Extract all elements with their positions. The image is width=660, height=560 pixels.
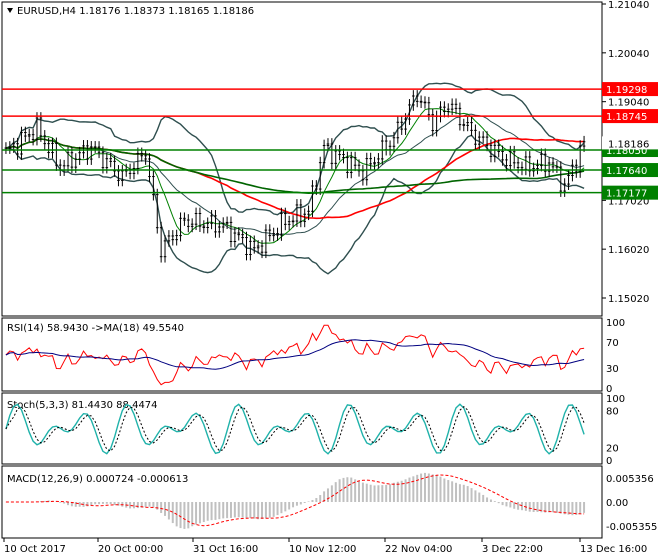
- stochastic-tick-label: 0: [606, 456, 612, 467]
- level-label: 1.18050: [606, 146, 647, 157]
- macd-signal-line: [5, 474, 585, 527]
- rsi-header: RSI(14) 58.9430 ->MA(18) 49.5540: [7, 323, 184, 334]
- rsi-tick-label: 0: [606, 384, 612, 395]
- stochastic-main-line: [5, 403, 585, 455]
- current-price-box: [602, 136, 658, 150]
- stochastic-tick-label: 20: [606, 444, 619, 455]
- stochastic-tick-label: 80: [606, 406, 619, 417]
- level-label-box: [602, 109, 658, 124]
- level-label: 1.18745: [606, 112, 647, 123]
- time-tick-label: 31 Oct 16:00: [193, 544, 258, 555]
- time-tick-label: 10 Nov 12:00: [289, 544, 356, 555]
- time-tick-label: 20 Oct 00:00: [98, 544, 163, 555]
- level-label: 1.17640: [606, 166, 647, 177]
- time-axis: 10 Oct 2017 20 Oct 00:00 31 Oct 16:00 10 No…: [3, 538, 647, 555]
- macd-pane[interactable]: MACD(12,26,9) 0.000724 -0.000613: [1, 465, 603, 539]
- macd-tick-label: 0.00: [606, 498, 628, 509]
- rsi-axis: 100 70 30 0: [606, 318, 625, 395]
- price-tick-label: 1.17020: [608, 196, 649, 207]
- stochastic-pane[interactable]: Stoch(5,3,3) 81.4430 88.4474: [1, 392, 603, 465]
- level-label-box: [602, 82, 658, 97]
- level-label: 1.17177: [606, 189, 647, 200]
- macd-header: MACD(12,26,9) 0.000724 -0.000613: [7, 474, 188, 485]
- current-price-label: 1.18186: [608, 139, 649, 150]
- macd-lines: [5, 472, 586, 529]
- level-label-box: [602, 185, 658, 200]
- macd-tick-label: 0.005356: [606, 474, 654, 485]
- rsi-ma-line: [5, 339, 585, 370]
- price-tick-label: 1.15020: [608, 294, 649, 305]
- rsi-tick-label: 30: [606, 364, 619, 375]
- rsi-tick-label: 70: [606, 338, 619, 349]
- rsi-tick-label: 100: [606, 318, 625, 329]
- stochastic-signal-line: [5, 406, 585, 452]
- support-resistance-levels: [2, 88, 602, 194]
- chart-symbol-header: EURUSD,H4 1.18176 1.18373 1.18165 1.1818…: [17, 6, 254, 17]
- ma-fast: [5, 108, 585, 244]
- price-tick-label: 1.21040: [608, 0, 649, 11]
- rsi-lines: [5, 324, 585, 386]
- price-tick-label: 1.19040: [608, 98, 649, 109]
- macd-tick-label: -0.005355: [606, 522, 657, 533]
- time-tick-label: 10 Oct 2017: [4, 544, 66, 555]
- price-chart-pane[interactable]: EURUSD,H4 1.18176 1.18373 1.18165 1.1818…: [1, 1, 603, 317]
- chart-menu-arrow-icon[interactable]: [7, 8, 13, 13]
- stochastic-tick-label: 100: [606, 394, 625, 405]
- level-label-box: [602, 163, 658, 178]
- price-tick-label: 1.16020: [608, 245, 649, 256]
- level-label: 1.19298: [606, 85, 647, 96]
- macd-axis: 0.005356 0.00 -0.005355: [606, 474, 657, 533]
- level-price-labels: 1.19298 1.18745 1.18050 1.17640 1.17177 1.181…: [602, 82, 658, 200]
- rsi-pane[interactable]: RSI(14) 58.9430 ->MA(18) 49.5540: [1, 317, 603, 392]
- bollinger-lower: [5, 134, 585, 275]
- price-candles: [4, 90, 586, 263]
- stochastic-header: Stoch(5,3,3) 81.4430 88.4474: [7, 400, 158, 411]
- time-tick-label: 13 Dec 16:00: [580, 544, 647, 555]
- time-tick-label: 22 Nov 04:00: [385, 544, 452, 555]
- time-tick-label: 3 Dec 22:00: [482, 544, 543, 555]
- price-tick-label: 1.20040: [608, 49, 649, 60]
- stochastic-lines: [5, 403, 585, 455]
